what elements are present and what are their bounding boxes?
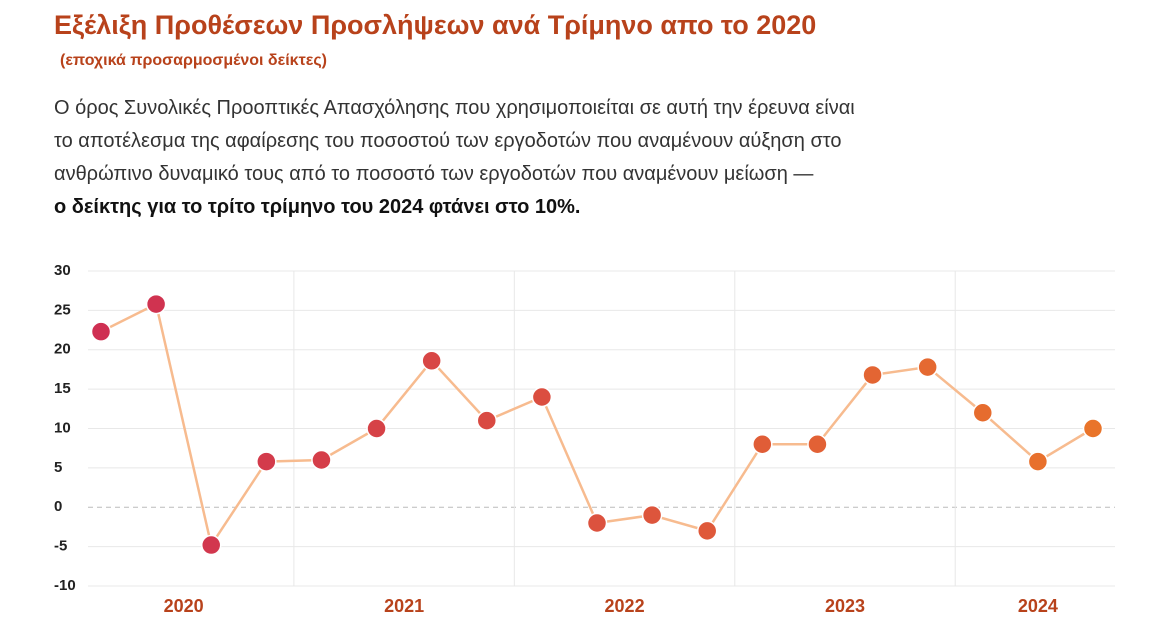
point — [421, 350, 442, 372]
y-tick-label: 5 — [54, 459, 62, 476]
description-line: το αποτέλεσμα της αφαίρεσης του ποσοστού… — [54, 130, 842, 152]
x-tick-label: 2021 — [384, 596, 424, 616]
point — [641, 504, 663, 526]
x-tick-label: 2022 — [605, 596, 645, 616]
point — [476, 410, 498, 431]
description-line: ανθρώπινο δυναμικό τους από το ποσοστό τ… — [54, 163, 814, 185]
point — [696, 520, 718, 542]
y-tick-label: 10 — [54, 419, 71, 436]
y-tick-label: -10 — [54, 577, 76, 594]
point — [972, 402, 994, 423]
point — [256, 451, 277, 472]
description-line: Ο όρος Συνολικές Προοπτικές Απασχόλησης … — [54, 97, 855, 119]
line — [100, 302, 1094, 549]
y-tick-label: -5 — [54, 538, 67, 555]
point — [807, 434, 828, 455]
point — [752, 434, 773, 455]
point — [586, 512, 608, 534]
point — [531, 386, 553, 408]
chart-title: Εξέλιξη Προθέσεων Προσλήψεων ανά Τρίμηνο… — [54, 10, 817, 40]
x-tick-label: 2020 — [164, 596, 204, 616]
x-tick-label: 2024 — [1018, 596, 1058, 616]
chart-subtitle: (εποχικά προσαρμοσμένοι δείκτες) — [60, 52, 327, 69]
y-tick-label: 0 — [54, 498, 62, 515]
point — [1082, 418, 1104, 439]
point — [1027, 451, 1049, 472]
point — [862, 364, 883, 386]
point — [200, 534, 222, 556]
description: Ο όρος Συνολικές Προοπτικές Απασχόλησης … — [54, 92, 855, 224]
y-tick-label: 15 — [54, 380, 71, 397]
point — [917, 356, 938, 378]
point — [145, 293, 167, 315]
point — [311, 449, 332, 471]
y-tick-label: 30 — [54, 262, 71, 279]
x-tick-label: 2023 — [825, 596, 865, 616]
y-tick-label: 25 — [54, 301, 71, 318]
y-tick-label: 20 — [54, 341, 71, 358]
point — [90, 321, 112, 342]
description-bold: ο δείκτης για το τρίτο τρίμηνο του 2024 … — [54, 196, 581, 218]
point — [366, 418, 387, 439]
